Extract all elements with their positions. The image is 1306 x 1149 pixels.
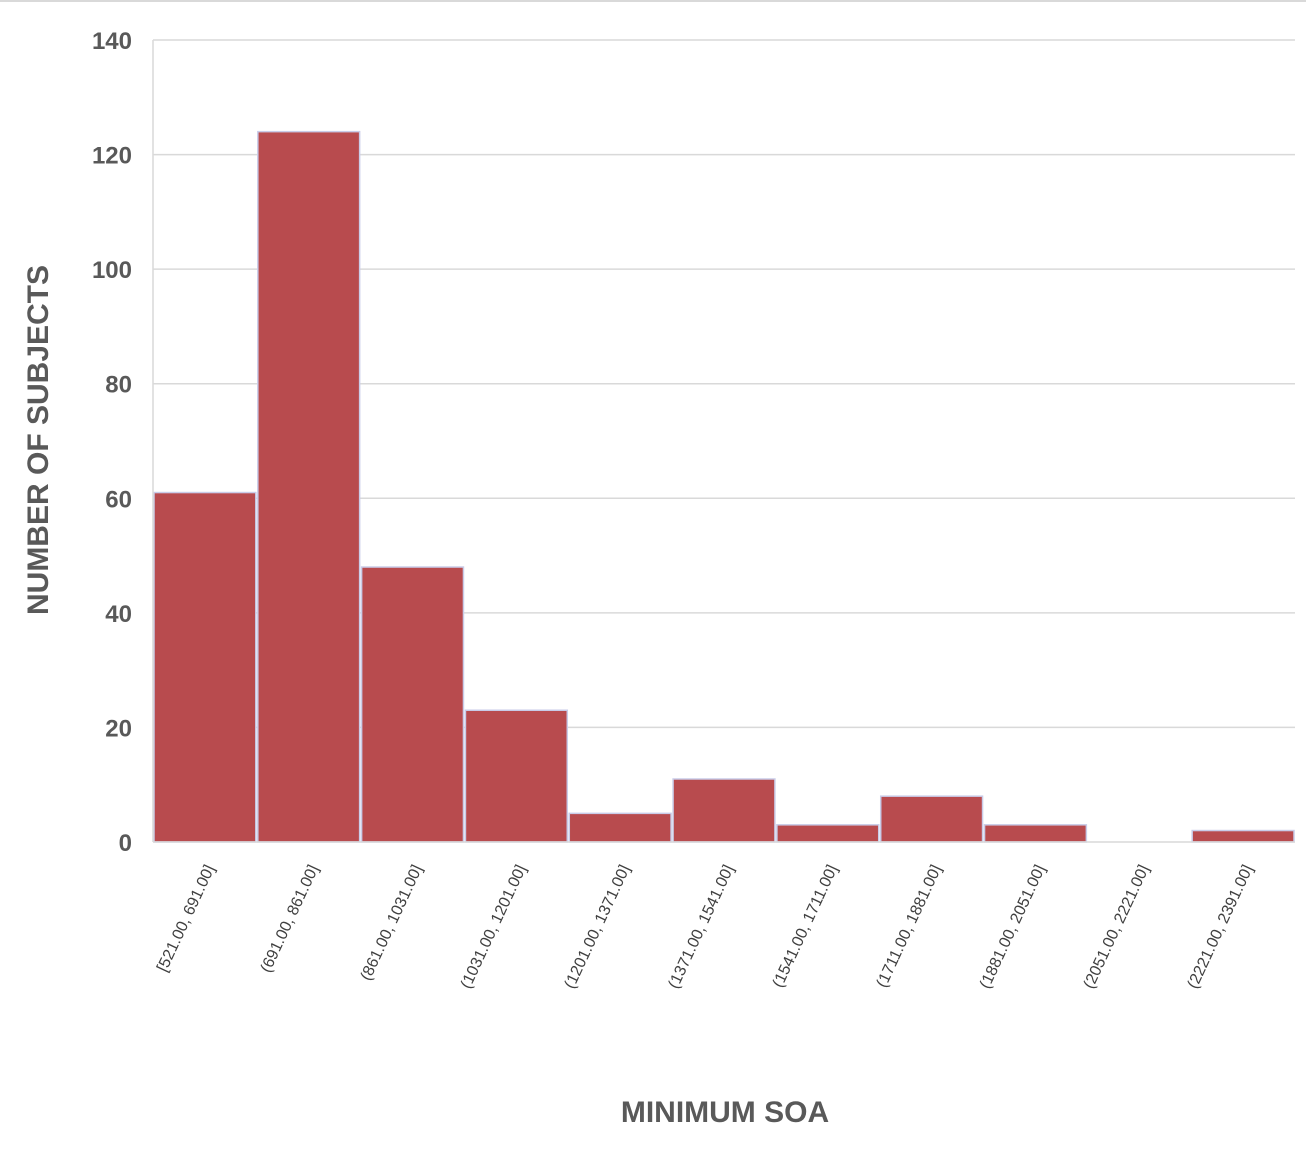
bar-4 <box>568 812 672 843</box>
y-tick-label-0: 0 <box>119 830 132 857</box>
bar-7 <box>879 795 984 843</box>
y-axis-title: NUMBER OF SUBJECTS <box>22 265 55 615</box>
bar-5 <box>672 778 776 843</box>
top-border <box>0 0 1306 2</box>
x-axis-title: MINIMUM SOA <box>621 1096 829 1129</box>
bar-0 <box>153 491 257 843</box>
y-tick-label-3: 60 <box>105 486 132 513</box>
bars <box>153 130 1295 843</box>
x-tick-label-2: (861.00, 1031.00] <box>358 863 426 984</box>
bar-10 <box>1191 829 1295 843</box>
x-tick-label-4: (1201.00, 1371.00] <box>562 863 634 992</box>
y-tick-label-6: 120 <box>92 143 132 170</box>
bar-2 <box>360 566 465 843</box>
x-tick-label-9: (2051.00, 2221.00] <box>1081 863 1153 992</box>
x-tick-label-3: (1031.00, 1201.00] <box>458 863 530 992</box>
bar-3 <box>464 709 569 843</box>
y-tick-label-2: 40 <box>105 601 132 628</box>
x-tick-label-1: (691.00, 861.00] <box>258 863 323 976</box>
y-tick-labels: 0 20 40 60 80 100 120 140 <box>92 28 132 857</box>
y-tick-label-1: 20 <box>105 715 132 742</box>
y-tick-label-4: 80 <box>105 372 132 399</box>
x-tick-label-7: (1711.00, 1881.00] <box>874 863 946 991</box>
bar-6 <box>776 824 880 843</box>
x-tick-label-5: (1371.00, 1541.00] <box>665 863 737 992</box>
axes <box>152 40 1295 843</box>
bar-8 <box>983 824 1088 843</box>
x-tick-label-6: (1541.00, 1711.00] <box>770 863 842 991</box>
y-tick-label-5: 100 <box>92 257 132 284</box>
x-tick-label-8: (1881.00, 2051.00] <box>977 863 1049 992</box>
x-tick-label-0: [521.00, 691.00] <box>154 863 218 975</box>
y-tick-label-7: 140 <box>92 28 132 55</box>
x-tick-label-10: (2221.00, 2391.00] <box>1185 863 1257 992</box>
x-tick-labels: [521.00, 691.00] (691.00, 861.00] (861.00,… <box>154 863 1256 992</box>
bar-1 <box>257 130 361 843</box>
